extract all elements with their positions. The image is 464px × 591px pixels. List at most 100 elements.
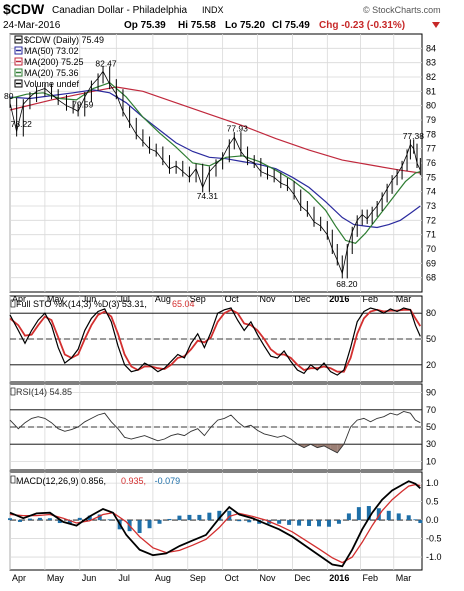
x-tick-label: Aug (155, 573, 171, 583)
x-tick-label: Feb (363, 573, 379, 583)
down-arrow-icon (432, 22, 440, 28)
x-tick-label: Nov (260, 573, 277, 583)
x-tick-label: 2016 (329, 294, 349, 304)
y-tick-label: 77 (426, 144, 436, 154)
y-tick-label: 68 (426, 273, 436, 283)
macd-panel: -1.0 -0.5 0.0 0.5 1.0 MACD(12,26,9) 0.856, 0.9… (8, 471, 442, 571)
rsi-panel: 10 30 50 70 90 RSI(14) 54.85 (9, 383, 436, 471)
price-annotation: 74.31 (197, 191, 219, 201)
price-panel: 68 69 70 71 72 73 74 75 76 77 78 79 80 81 82 83 84 80 78.2… (4, 33, 436, 293)
y-tick-label: 50 (426, 422, 436, 432)
y-tick-label: -1.0 (426, 552, 442, 562)
macd-histogram-bar (147, 520, 152, 529)
price-annotation: 80 (4, 91, 14, 101)
y-tick-label: 76 (426, 158, 436, 168)
change-value: Chg -0.23 (-0.31%) (319, 20, 405, 31)
rsi-line (9, 411, 421, 454)
x-tick-label: May (47, 573, 65, 583)
macd-histogram-bar (107, 519, 112, 521)
macd-histogram-bar (326, 520, 331, 527)
y-tick-label: 84 (426, 43, 436, 53)
legend-entry: -0.079 (155, 476, 181, 486)
x-tick-label: 2016 (329, 573, 349, 583)
x-tick-label: Jul (118, 294, 130, 304)
legend-entry: MA(20) 75.36 (24, 68, 79, 78)
macd-histogram-bar (356, 507, 361, 521)
macd-histogram-bar (413, 519, 418, 521)
legend-entry: 0.935, (121, 476, 146, 486)
legend-entry: RSI(14) 54.85 (16, 387, 72, 397)
x-tick-label: Mar (396, 294, 412, 304)
macd-histogram-bar (37, 517, 42, 521)
legend-entry: MA(200) 75.25 (24, 57, 84, 67)
macd-histogram-bar (237, 520, 242, 522)
y-tick-label: 75 (426, 172, 436, 182)
macd-histogram-bar (217, 510, 222, 521)
symbol-title: $CDW (3, 1, 45, 17)
macd-histogram-bar (418, 520, 423, 524)
macd-histogram-bar (297, 520, 302, 526)
y-tick-label: 78 (426, 129, 436, 139)
price-annotation: 77.38 (403, 131, 425, 141)
legend-swatch (10, 299, 16, 308)
x-tick-label: Dec (294, 294, 311, 304)
stochastic-panel: 20 50 80 Full STO %K(14,3) %D(3) 53.31, 65.0… (9, 295, 436, 383)
y-tick-label: 82 (426, 72, 436, 82)
open-value: Op 75.39 (124, 20, 166, 31)
macd-line (9, 480, 421, 568)
y-tick-label: -0.5 (426, 534, 442, 544)
x-tick-label: Sep (190, 573, 206, 583)
macd-histogram-bar (157, 520, 162, 524)
x-tick-label: Jun (82, 294, 97, 304)
macd-histogram-bar (287, 520, 292, 525)
high-value: Hi 75.58 (178, 20, 216, 31)
y-tick-label: 50 (426, 334, 436, 344)
sto-k-line (9, 307, 421, 376)
x-tick-label: Jul (118, 573, 130, 583)
x-tick-label: Oct (225, 573, 240, 583)
x-tick-label: Feb (363, 294, 379, 304)
x-tick-label: Oct (225, 294, 240, 304)
macd-histogram-bar (17, 520, 22, 522)
y-tick-label: 73 (426, 201, 436, 211)
macd-histogram-bar (277, 520, 282, 524)
macd-histogram-bar (167, 518, 172, 521)
y-tick-label: 80 (426, 308, 436, 318)
y-tick-label: 74 (426, 187, 436, 197)
macd-histogram-bar (177, 515, 182, 521)
macd-histogram-bar (97, 514, 102, 521)
macd-histogram-bar (307, 520, 312, 526)
x-tick-label: Mar (396, 573, 412, 583)
macd-histogram-bar (336, 520, 341, 524)
macd-histogram-bar (77, 517, 82, 521)
y-tick-label: 72 (426, 215, 436, 225)
price-line (9, 70, 421, 275)
macd-histogram-bar (187, 514, 192, 521)
x-tick-label: Aug (155, 294, 171, 304)
price-annotation: 68.20 (336, 279, 358, 289)
y-tick-label: 83 (426, 58, 436, 68)
y-tick-label: 0.0 (426, 515, 439, 525)
x-tick-label: Apr (12, 294, 26, 304)
exchange-label: INDX (202, 5, 224, 15)
macd-histogram-bar (247, 520, 252, 523)
ma20-line (9, 82, 421, 244)
y-tick-label: 90 (426, 388, 436, 398)
legend-entry: MACD(12,26,9) 0.856, (16, 476, 106, 486)
macd-histogram-bar (386, 510, 391, 521)
macd-histogram-bar (406, 515, 411, 521)
y-tick-label: 10 (426, 456, 436, 466)
ma50-line (9, 89, 421, 229)
legend-swatch (10, 387, 16, 396)
legend-swatch (10, 475, 16, 484)
legend-entry: Full STO %K(14,3) %D(3) 53.31, (16, 299, 147, 309)
legend-entry: Volume undef (24, 79, 80, 89)
macd-histogram-bar (366, 506, 371, 521)
macd-histogram-bar (207, 512, 212, 521)
y-tick-label: 70 (426, 405, 436, 415)
x-tick-label: Nov (260, 294, 277, 304)
macd-signal-line (9, 483, 421, 564)
y-tick-label: 71 (426, 230, 436, 240)
y-tick-label: 81 (426, 86, 436, 96)
price-annotation: 78.22 (11, 119, 33, 129)
